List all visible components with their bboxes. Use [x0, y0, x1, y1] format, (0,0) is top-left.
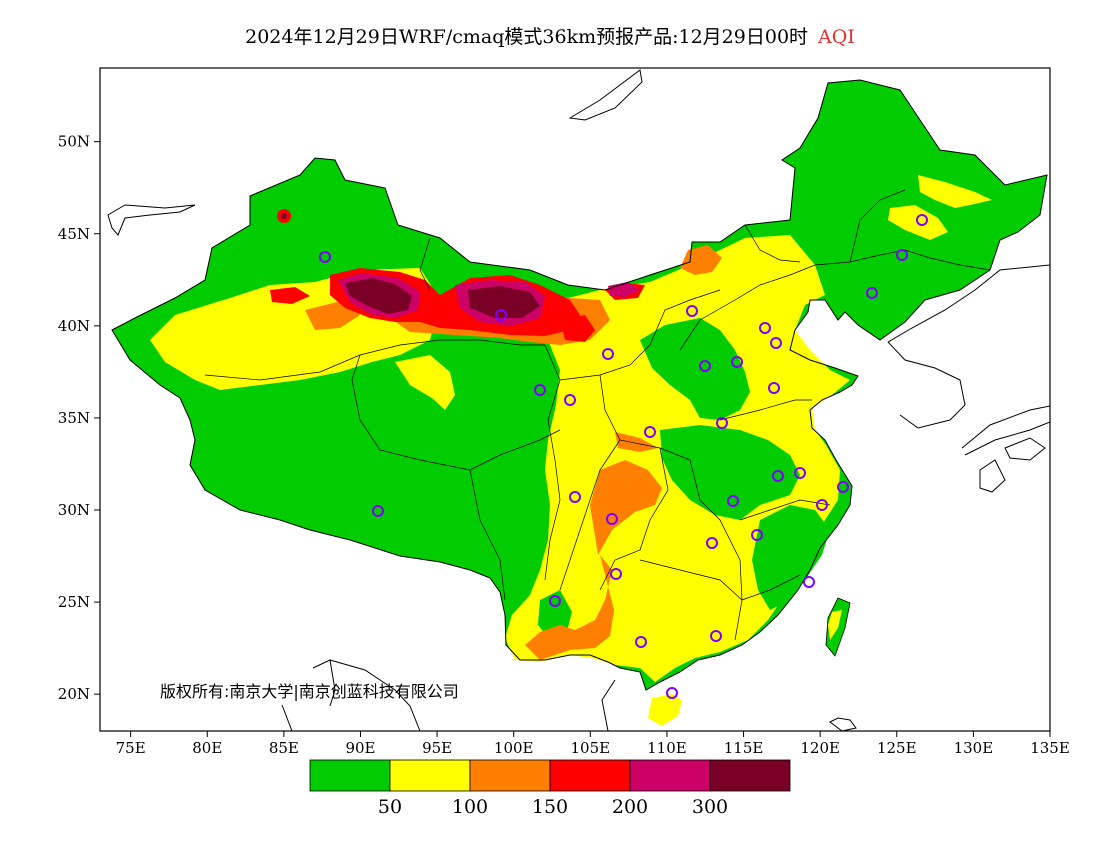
- longitude-tick-label: 105E: [571, 739, 611, 757]
- region-unhealthy-2: [270, 287, 310, 304]
- map-title: 2024年12月29日WRF/cmaq模式36km预报产品:12月29日00时 A…: [0, 22, 1100, 49]
- legend-swatch: [469, 759, 551, 792]
- station-marker: [644, 426, 656, 438]
- region-good-north-plain: [640, 318, 750, 420]
- station-marker: [706, 537, 718, 549]
- china-outline: [111, 79, 1048, 691]
- longitude-tick-label: 75E: [116, 739, 146, 757]
- station-marker: [772, 470, 784, 482]
- region-good-central: [660, 425, 800, 520]
- station-marker: [794, 467, 806, 479]
- longitude-tick-label: 90E: [345, 739, 375, 757]
- region-moderate-tarim-north: [395, 355, 455, 410]
- station-marker: [610, 568, 622, 580]
- station-marker: [564, 394, 576, 406]
- longitude-tick-label: 135E: [1030, 739, 1070, 757]
- station-marker: [666, 687, 678, 699]
- longitude-tick-label: 120E: [800, 739, 840, 757]
- map-title-variable: AQI: [818, 26, 855, 48]
- longitude-tick-label: 130E: [954, 739, 994, 757]
- station-marker: [751, 529, 763, 541]
- region-sensitive-hubei: [615, 432, 658, 452]
- station-marker: [866, 287, 878, 299]
- legend-label: 300: [692, 796, 728, 818]
- station-marker: [549, 595, 561, 607]
- map-title-main: 2024年12月29日WRF/cmaq模式36km预报产品:12月29日00时: [245, 26, 809, 48]
- station-marker: [602, 348, 614, 360]
- region-unhealthy-4: [560, 315, 595, 342]
- legend-label: 150: [532, 796, 568, 818]
- region-very-unhealthy-3: [608, 282, 640, 297]
- station-marker: [699, 360, 711, 372]
- station-marker: [534, 384, 546, 396]
- latitude-tick-label: 30N: [58, 501, 90, 519]
- copyright-text: 版权所有:南京大学|南京创蓝科技有限公司: [160, 682, 459, 701]
- legend-label: 50: [378, 796, 402, 818]
- station-marker: [716, 417, 728, 429]
- map-content: 版权所有:南京大学|南京创蓝科技有限公司: [107, 69, 1050, 731]
- station-marker: [686, 305, 698, 317]
- legend-swatch: [629, 759, 711, 792]
- latitude-tick-label: 20N: [58, 685, 90, 703]
- region-hazardous-2: [468, 286, 540, 318]
- station-marker: [372, 505, 384, 517]
- legend-label: 100: [452, 796, 488, 818]
- station-marker: [759, 322, 771, 334]
- longitude-tick-label: 95E: [422, 739, 452, 757]
- station-marker: [727, 495, 739, 507]
- longitude-tick-label: 115E: [724, 739, 764, 757]
- station-marker: [816, 499, 828, 511]
- station-marker: [896, 249, 908, 261]
- region-sensitive-guangxi: [525, 555, 614, 660]
- longitude-tick-label: 80E: [192, 739, 222, 757]
- longitude-axis: 75E 80E 85E 90E 95E 100E 105E 110E 115E 120E 125E 1…: [116, 731, 1070, 757]
- region-hazardous-1: [345, 278, 412, 314]
- latitude-tick-label: 45N: [58, 225, 90, 243]
- station-marker: [916, 214, 928, 226]
- legend-label: 200: [612, 796, 648, 818]
- latitude-axis: 50N 45N 40N 35N 30N 25N 20N: [58, 133, 100, 703]
- legend-swatch: [389, 759, 471, 792]
- latitude-tick-label: 35N: [58, 409, 90, 427]
- station-marker: [803, 576, 815, 588]
- latitude-tick-label: 25N: [58, 593, 90, 611]
- aqi-legend: 50 100 150 200 300: [309, 759, 791, 818]
- province-boundaries: [204, 189, 991, 641]
- legend-swatch: [709, 759, 791, 792]
- region-taiwan-yellow: [828, 610, 842, 640]
- station-markers: [319, 214, 928, 699]
- station-marker: [731, 356, 743, 368]
- longitude-tick-label: 125E: [877, 739, 917, 757]
- station-marker: [710, 630, 722, 642]
- region-sensitive-sichuan: [590, 460, 662, 555]
- foreign-coastlines: [107, 69, 1050, 731]
- station-marker: [837, 481, 849, 493]
- station-marker: [319, 251, 331, 263]
- region-moderate-ne: [918, 175, 992, 208]
- station-marker: [606, 513, 618, 525]
- legend-swatch: [549, 759, 631, 792]
- region-hazardous-dot: [281, 213, 287, 219]
- latitude-tick-label: 40N: [58, 317, 90, 335]
- longitude-tick-label: 85E: [269, 739, 299, 757]
- station-marker: [635, 636, 647, 648]
- station-marker: [495, 309, 507, 321]
- station-marker: [768, 382, 780, 394]
- longitude-tick-label: 100E: [494, 739, 534, 757]
- latitude-tick-label: 50N: [58, 133, 90, 151]
- station-marker: [770, 337, 782, 349]
- map-border: [99, 67, 1051, 732]
- region-hainan: [648, 694, 682, 726]
- legend-swatch: [309, 759, 391, 792]
- longitude-tick-label: 110E: [647, 739, 687, 757]
- region-good-southeast: [752, 505, 830, 610]
- station-marker: [569, 491, 581, 503]
